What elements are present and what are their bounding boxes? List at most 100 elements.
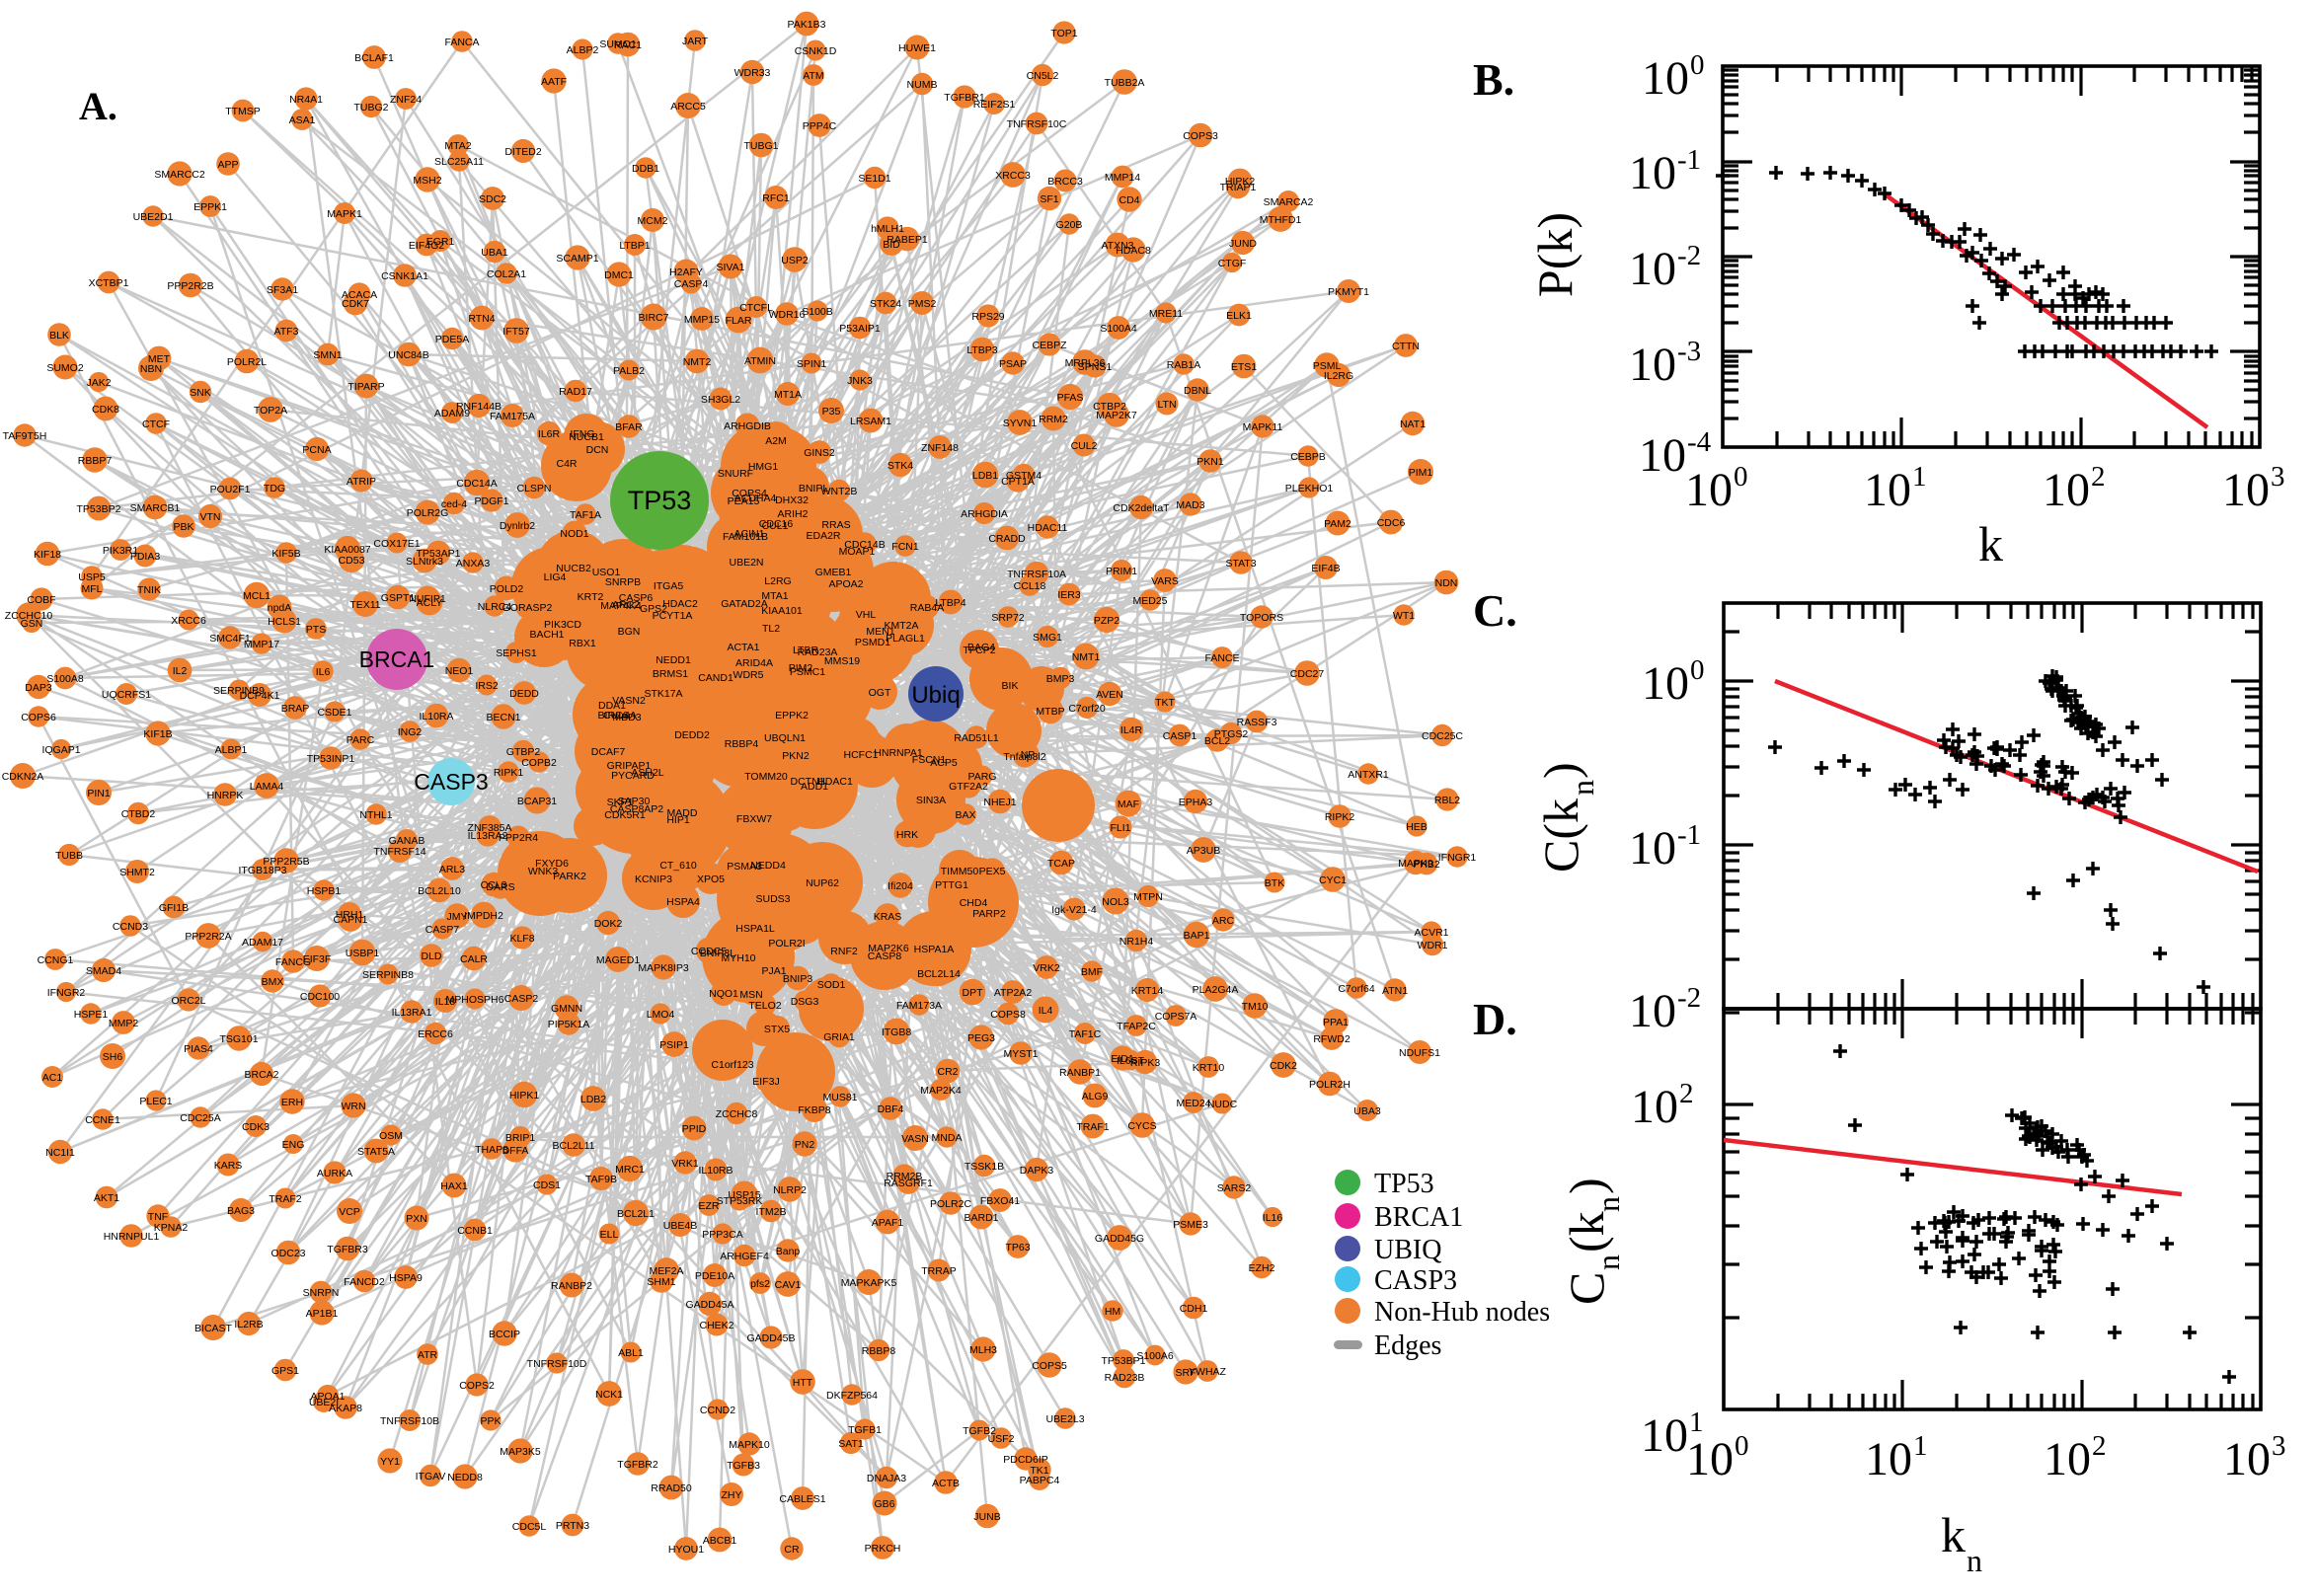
svg-text:MRPL36: MRPL36 [1065, 357, 1106, 369]
svg-text:Tnfaip8l2: Tnfaip8l2 [1003, 751, 1045, 763]
svg-text:SOD1: SOD1 [817, 979, 846, 991]
svg-text:BIRC6: BIRC6 [598, 710, 629, 722]
svg-text:TNFRSF10C: TNFRSF10C [1007, 118, 1067, 130]
svg-text:YY1: YY1 [380, 1456, 400, 1468]
svg-text:BCCIP: BCCIP [489, 1329, 520, 1340]
svg-text:KRT14: KRT14 [1131, 985, 1164, 997]
svg-text:ARC2: ARC2 [612, 599, 640, 611]
svg-text:CCNE1: CCNE1 [85, 1114, 120, 1126]
svg-text:PLEKHO1: PLEKHO1 [1285, 483, 1334, 494]
svg-text:PPP3CA: PPP3CA [702, 1229, 742, 1241]
svg-text:Igk-V21-4: Igk-V21-4 [1051, 904, 1097, 916]
svg-text:0: 0 [1690, 49, 1705, 81]
svg-text:MAPKAPK5: MAPKAPK5 [841, 1277, 897, 1289]
svg-text:COPB2: COPB2 [521, 757, 557, 769]
svg-text:EIF4B: EIF4B [1311, 563, 1340, 574]
svg-text:-3: -3 [1677, 336, 1701, 367]
svg-text:0: 0 [1734, 461, 1748, 493]
svg-text:COPS2: COPS2 [459, 1380, 495, 1392]
svg-text:HSPB1: HSPB1 [307, 885, 342, 897]
svg-text:10: 10 [1641, 1409, 1688, 1462]
svg-text:CT_610: CT_610 [659, 860, 697, 872]
svg-text:LTBR: LTBR [793, 645, 818, 656]
svg-text:DDA1: DDA1 [598, 700, 626, 712]
svg-text:EPHA3: EPHA3 [1179, 797, 1213, 808]
svg-text:BTK: BTK [1265, 877, 1284, 889]
svg-text:PPID: PPID [682, 1123, 707, 1135]
svg-text:ACTB: ACTB [932, 1478, 960, 1489]
svg-text:TOPORS: TOPORS [1240, 612, 1283, 624]
svg-text:JAK2: JAK2 [86, 377, 111, 389]
svg-text:PXN: PXN [406, 1213, 427, 1225]
svg-text:HDAC1: HDAC1 [817, 776, 853, 788]
svg-text:CDC27: CDC27 [1290, 668, 1325, 680]
svg-text:IL4: IL4 [1039, 1005, 1053, 1017]
svg-text:-1: -1 [1677, 819, 1701, 851]
svg-text:UBIQ: UBIQ [1374, 1235, 1441, 1265]
svg-text:FSCN1: FSCN1 [912, 754, 947, 766]
svg-text:k: k [1978, 516, 2003, 571]
svg-text:2: 2 [2091, 461, 2106, 493]
svg-text:TGFB2: TGFB2 [963, 1425, 996, 1437]
svg-text:IFT57: IFT57 [502, 326, 530, 338]
svg-text:CASP3: CASP3 [414, 769, 488, 795]
svg-text:CUL1: CUL1 [762, 520, 789, 532]
svg-text:ZHY: ZHY [722, 1489, 742, 1501]
svg-text:P35: P35 [822, 406, 841, 418]
svg-text:n: n [1590, 1196, 1626, 1212]
svg-text:IL2RB: IL2RB [234, 1319, 263, 1330]
svg-text:RIPK1: RIPK1 [494, 767, 524, 779]
svg-text:PCNA: PCNA [302, 444, 331, 456]
svg-text:BMX: BMX [262, 976, 284, 988]
svg-text:CASP8AP2: CASP8AP2 [610, 803, 663, 815]
svg-text:FAM101B: FAM101B [723, 531, 768, 543]
svg-text:COPS5: COPS5 [1032, 1360, 1067, 1372]
svg-text:DDB1: DDB1 [632, 163, 659, 175]
svg-text:IRS2: IRS2 [475, 680, 499, 692]
svg-text:PBK: PBK [173, 521, 193, 533]
svg-text:RANBP2: RANBP2 [551, 1280, 592, 1292]
svg-text:HIPK1: HIPK1 [509, 1090, 540, 1102]
svg-text:PIAS4: PIAS4 [184, 1043, 213, 1055]
svg-text:PPP2R4: PPP2R4 [499, 832, 538, 844]
svg-text:CAND1: CAND1 [698, 672, 733, 684]
svg-text:SDC2: SDC2 [479, 193, 506, 205]
svg-text:PYCARD: PYCARD [611, 770, 655, 782]
svg-text:C7orf20: C7orf20 [1068, 703, 1106, 715]
svg-text:BCL2L11: BCL2L11 [552, 1140, 594, 1152]
svg-text:HCLS1: HCLS1 [268, 616, 301, 628]
svg-text:PSAP: PSAP [999, 358, 1027, 370]
svg-text:ATF3: ATF3 [274, 326, 299, 338]
svg-text:PZP2: PZP2 [1094, 615, 1119, 627]
svg-text:ZCCHC8: ZCCHC8 [716, 1108, 758, 1120]
svg-text:IER3: IER3 [1057, 589, 1081, 601]
svg-text:TSG101: TSG101 [219, 1033, 258, 1045]
svg-text:RRM2: RRM2 [1039, 414, 1068, 425]
svg-text:ELL: ELL [600, 1229, 619, 1241]
svg-text:STAT3: STAT3 [1225, 558, 1256, 570]
svg-text:10: 10 [1629, 339, 1676, 391]
svg-text:Ubiq: Ubiq [911, 682, 960, 709]
svg-text:CSNK1A1: CSNK1A1 [381, 270, 428, 282]
svg-text:NEDD4: NEDD4 [750, 860, 786, 872]
svg-text:EGR1: EGR1 [426, 236, 455, 248]
svg-text:CEBPZ: CEBPZ [1032, 340, 1067, 351]
svg-text:FANCD2: FANCD2 [344, 1276, 385, 1288]
svg-text:OGT: OGT [869, 687, 891, 699]
svg-text:TOMM20: TOMM20 [744, 771, 788, 783]
svg-text:pfs2: pfs2 [750, 1278, 770, 1290]
svg-text:CAV1: CAV1 [775, 1279, 802, 1291]
svg-text:MSN: MSN [739, 989, 762, 1001]
svg-text:DNAJA3: DNAJA3 [867, 1473, 906, 1484]
svg-text:CTBD2: CTBD2 [121, 808, 156, 820]
svg-text:IL4R: IL4R [1120, 724, 1143, 736]
svg-text:CALR: CALR [460, 953, 488, 965]
svg-text:CASP8: CASP8 [868, 950, 902, 962]
svg-text:): ) [1533, 762, 1588, 779]
svg-text:10: 10 [1631, 1081, 1678, 1133]
svg-text:NHEJ1: NHEJ1 [983, 797, 1016, 808]
svg-text:TNF: TNF [148, 1211, 168, 1223]
svg-text:UBE2I: UBE2I [309, 1397, 339, 1408]
svg-text:RAD51L1: RAD51L1 [954, 732, 999, 744]
svg-text:AC1: AC1 [42, 1072, 63, 1084]
